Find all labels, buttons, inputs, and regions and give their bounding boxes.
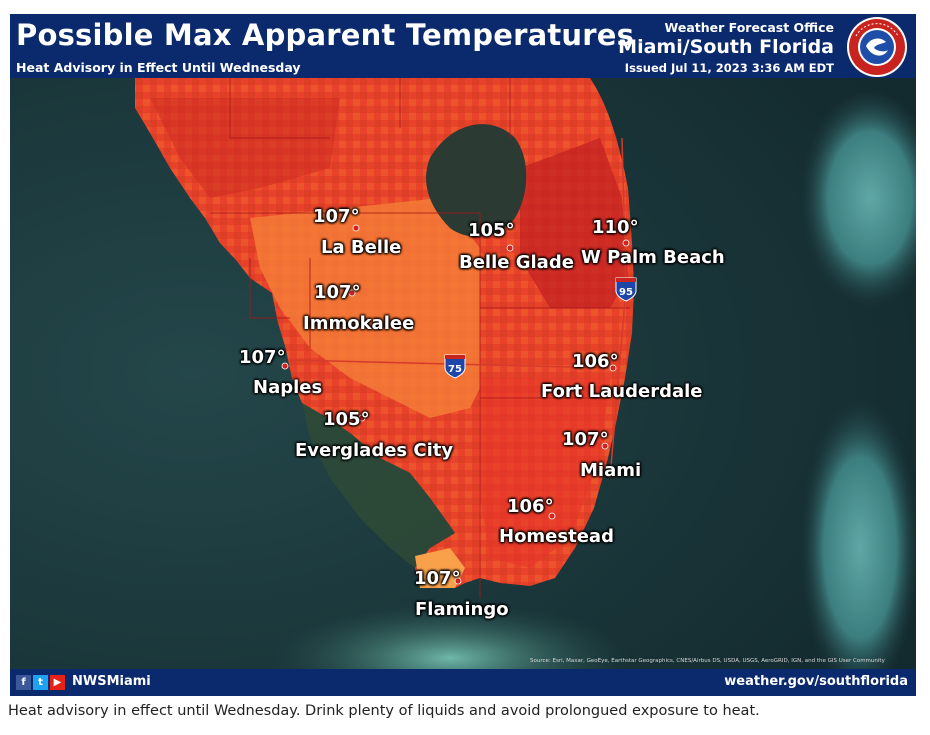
everglades-city-marker: [358, 414, 366, 422]
fort-lauderdale-temp: 106°: [572, 351, 619, 372]
map-source-credit: Source: Esri, Maxar, GeoEye, Earthstar G…: [530, 658, 885, 664]
homestead-temp: 106°: [507, 496, 554, 517]
interstate-75-shield: 75: [444, 354, 466, 379]
heat-zone-coastal-south: [480, 378, 610, 568]
naples-marker: [281, 362, 289, 370]
social-icons: f t ▶: [16, 675, 65, 690]
flamingo-marker: [454, 577, 462, 585]
interstate-95-shield: 95: [615, 277, 637, 302]
city-markers: [281, 224, 630, 585]
fort-lauderdale-name: Fort Lauderdale: [541, 381, 703, 402]
homestead-name: Homestead: [499, 526, 614, 547]
belle-glade-marker: [506, 244, 514, 252]
w-palm-beach-name: W Palm Beach: [581, 247, 725, 268]
flamingo-heat-spot: [415, 548, 465, 588]
flamingo-name: Flamingo: [415, 599, 509, 620]
la-belle-name: La Belle: [321, 237, 402, 258]
county-boundaries: [210, 78, 630, 598]
nws-logo-icon: [847, 17, 907, 77]
naples-temp: 107°: [239, 347, 286, 368]
map-title: Possible Max Apparent Temperatures: [16, 18, 635, 52]
immokalee-temp: 107°: [314, 282, 361, 303]
w-palm-beach-marker: [622, 239, 630, 247]
office-label: Weather Forecast Office: [664, 20, 834, 35]
interstate-95-number: 95: [619, 287, 633, 298]
bahamas-bank: [800, 88, 916, 308]
belle-glade-name: Belle Glade: [459, 252, 574, 273]
immokalee-name: Immokalee: [303, 313, 415, 334]
everglades-city-temp: 105°: [323, 409, 370, 430]
immokalee-marker: [348, 289, 356, 297]
interstate-75-number: 75: [448, 364, 462, 375]
twitter-icon[interactable]: t: [33, 675, 48, 690]
belle-glade-temp: 105°: [468, 220, 515, 241]
website-link[interactable]: weather.gov/southflorida: [724, 674, 908, 689]
homestead-marker: [548, 512, 556, 520]
heat-zone-northwest: [150, 98, 340, 198]
everglades-city-name: Everglades City: [295, 440, 454, 461]
youtube-icon[interactable]: ▶: [50, 675, 65, 690]
heat-map: 75 95 107° La Belle 105°: [10, 78, 916, 669]
miami-name: Miami: [580, 460, 642, 481]
social-handle[interactable]: NWSMiami: [72, 674, 151, 689]
fort-lauderdale-marker: [609, 364, 617, 372]
lake-okeechobee: [426, 124, 527, 237]
map-subtitle: Heat Advisory in Effect Until Wednesday: [16, 60, 301, 75]
everglades-coast: [302, 403, 455, 568]
heat-zone-coastal-north: [520, 138, 628, 308]
image-caption: Heat advisory in effect until Wednesday.…: [8, 703, 760, 719]
heat-map-canvas: 75 95: [10, 78, 916, 669]
issued-time: Issued Jul 11, 2023 3:36 AM EDT: [624, 61, 834, 75]
flamingo-temp: 107°: [414, 568, 461, 589]
forecast-graphic: 75 95 107° La Belle 105°: [10, 14, 916, 696]
facebook-icon[interactable]: f: [16, 675, 31, 690]
florida-bay: [270, 603, 630, 669]
footer-bar: f t ▶ NWSMiami weather.gov/southflorida: [10, 669, 916, 696]
w-palm-beach-temp: 110°: [592, 217, 639, 238]
bahamas-bank-south: [800, 398, 916, 669]
miami-temp: 107°: [562, 429, 609, 450]
office-name: Miami/South Florida: [618, 36, 834, 58]
la-belle-marker: [352, 224, 360, 232]
miami-marker: [601, 442, 609, 450]
naples-name: Naples: [253, 377, 323, 398]
la-belle-temp: 107°: [313, 206, 360, 227]
header-bar: Possible Max Apparent Temperatures Heat …: [10, 14, 916, 78]
